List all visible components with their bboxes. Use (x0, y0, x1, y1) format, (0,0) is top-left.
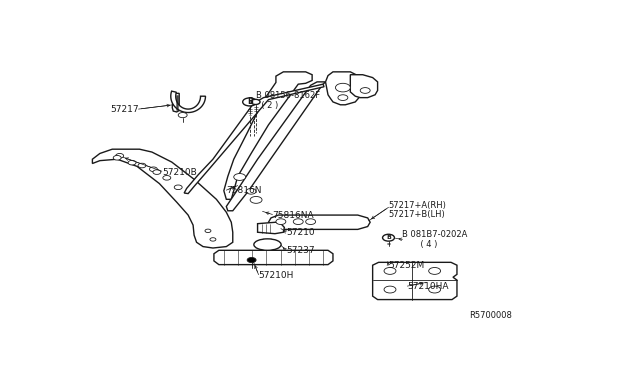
Circle shape (306, 219, 316, 225)
Circle shape (128, 160, 136, 165)
Polygon shape (214, 250, 333, 264)
Text: B: B (386, 235, 391, 240)
Text: 57217: 57217 (110, 105, 138, 113)
Text: 57210: 57210 (286, 228, 314, 237)
Circle shape (250, 196, 262, 203)
Text: 57210HA: 57210HA (408, 282, 449, 291)
Text: 57217+B(LH): 57217+B(LH) (388, 210, 445, 219)
Text: 75816N: 75816N (227, 186, 262, 195)
Circle shape (153, 170, 161, 174)
Text: 57210B: 57210B (162, 168, 196, 177)
Circle shape (116, 154, 124, 158)
Polygon shape (257, 222, 284, 234)
Polygon shape (172, 93, 179, 112)
Circle shape (174, 185, 182, 190)
Circle shape (150, 167, 157, 171)
Circle shape (243, 98, 257, 106)
Circle shape (138, 163, 146, 168)
Circle shape (338, 95, 348, 100)
Text: 57210H: 57210H (259, 271, 294, 280)
Circle shape (113, 155, 121, 160)
Text: R5700008: R5700008 (468, 311, 511, 320)
Circle shape (163, 176, 171, 180)
Circle shape (276, 219, 286, 225)
Polygon shape (171, 91, 205, 112)
Polygon shape (224, 72, 312, 199)
Text: B: B (247, 97, 253, 106)
Circle shape (384, 267, 396, 275)
Polygon shape (227, 82, 326, 211)
Text: B 08156-8162F
  ( 2 ): B 08156-8162F ( 2 ) (256, 91, 320, 110)
Circle shape (205, 229, 211, 232)
Circle shape (210, 238, 216, 241)
Text: 57252M: 57252M (388, 261, 425, 270)
Circle shape (360, 87, 370, 93)
Circle shape (384, 286, 396, 293)
Text: 75816NA: 75816NA (273, 211, 314, 219)
Circle shape (429, 286, 440, 293)
Polygon shape (92, 149, 233, 248)
Polygon shape (269, 215, 370, 230)
Circle shape (234, 173, 246, 180)
Text: 57217+A(RH): 57217+A(RH) (388, 201, 446, 209)
Circle shape (429, 267, 440, 275)
Circle shape (246, 189, 256, 194)
Circle shape (251, 99, 260, 105)
Circle shape (178, 112, 187, 118)
Circle shape (335, 83, 350, 92)
Text: 57237: 57237 (286, 246, 314, 255)
Polygon shape (372, 262, 457, 299)
Circle shape (293, 219, 303, 225)
Polygon shape (350, 75, 378, 97)
Circle shape (383, 234, 394, 241)
Ellipse shape (254, 239, 281, 250)
Polygon shape (184, 84, 324, 193)
Polygon shape (326, 72, 360, 105)
Text: B 081B7-0202A
       ( 4 ): B 081B7-0202A ( 4 ) (403, 230, 468, 249)
Circle shape (247, 257, 256, 263)
